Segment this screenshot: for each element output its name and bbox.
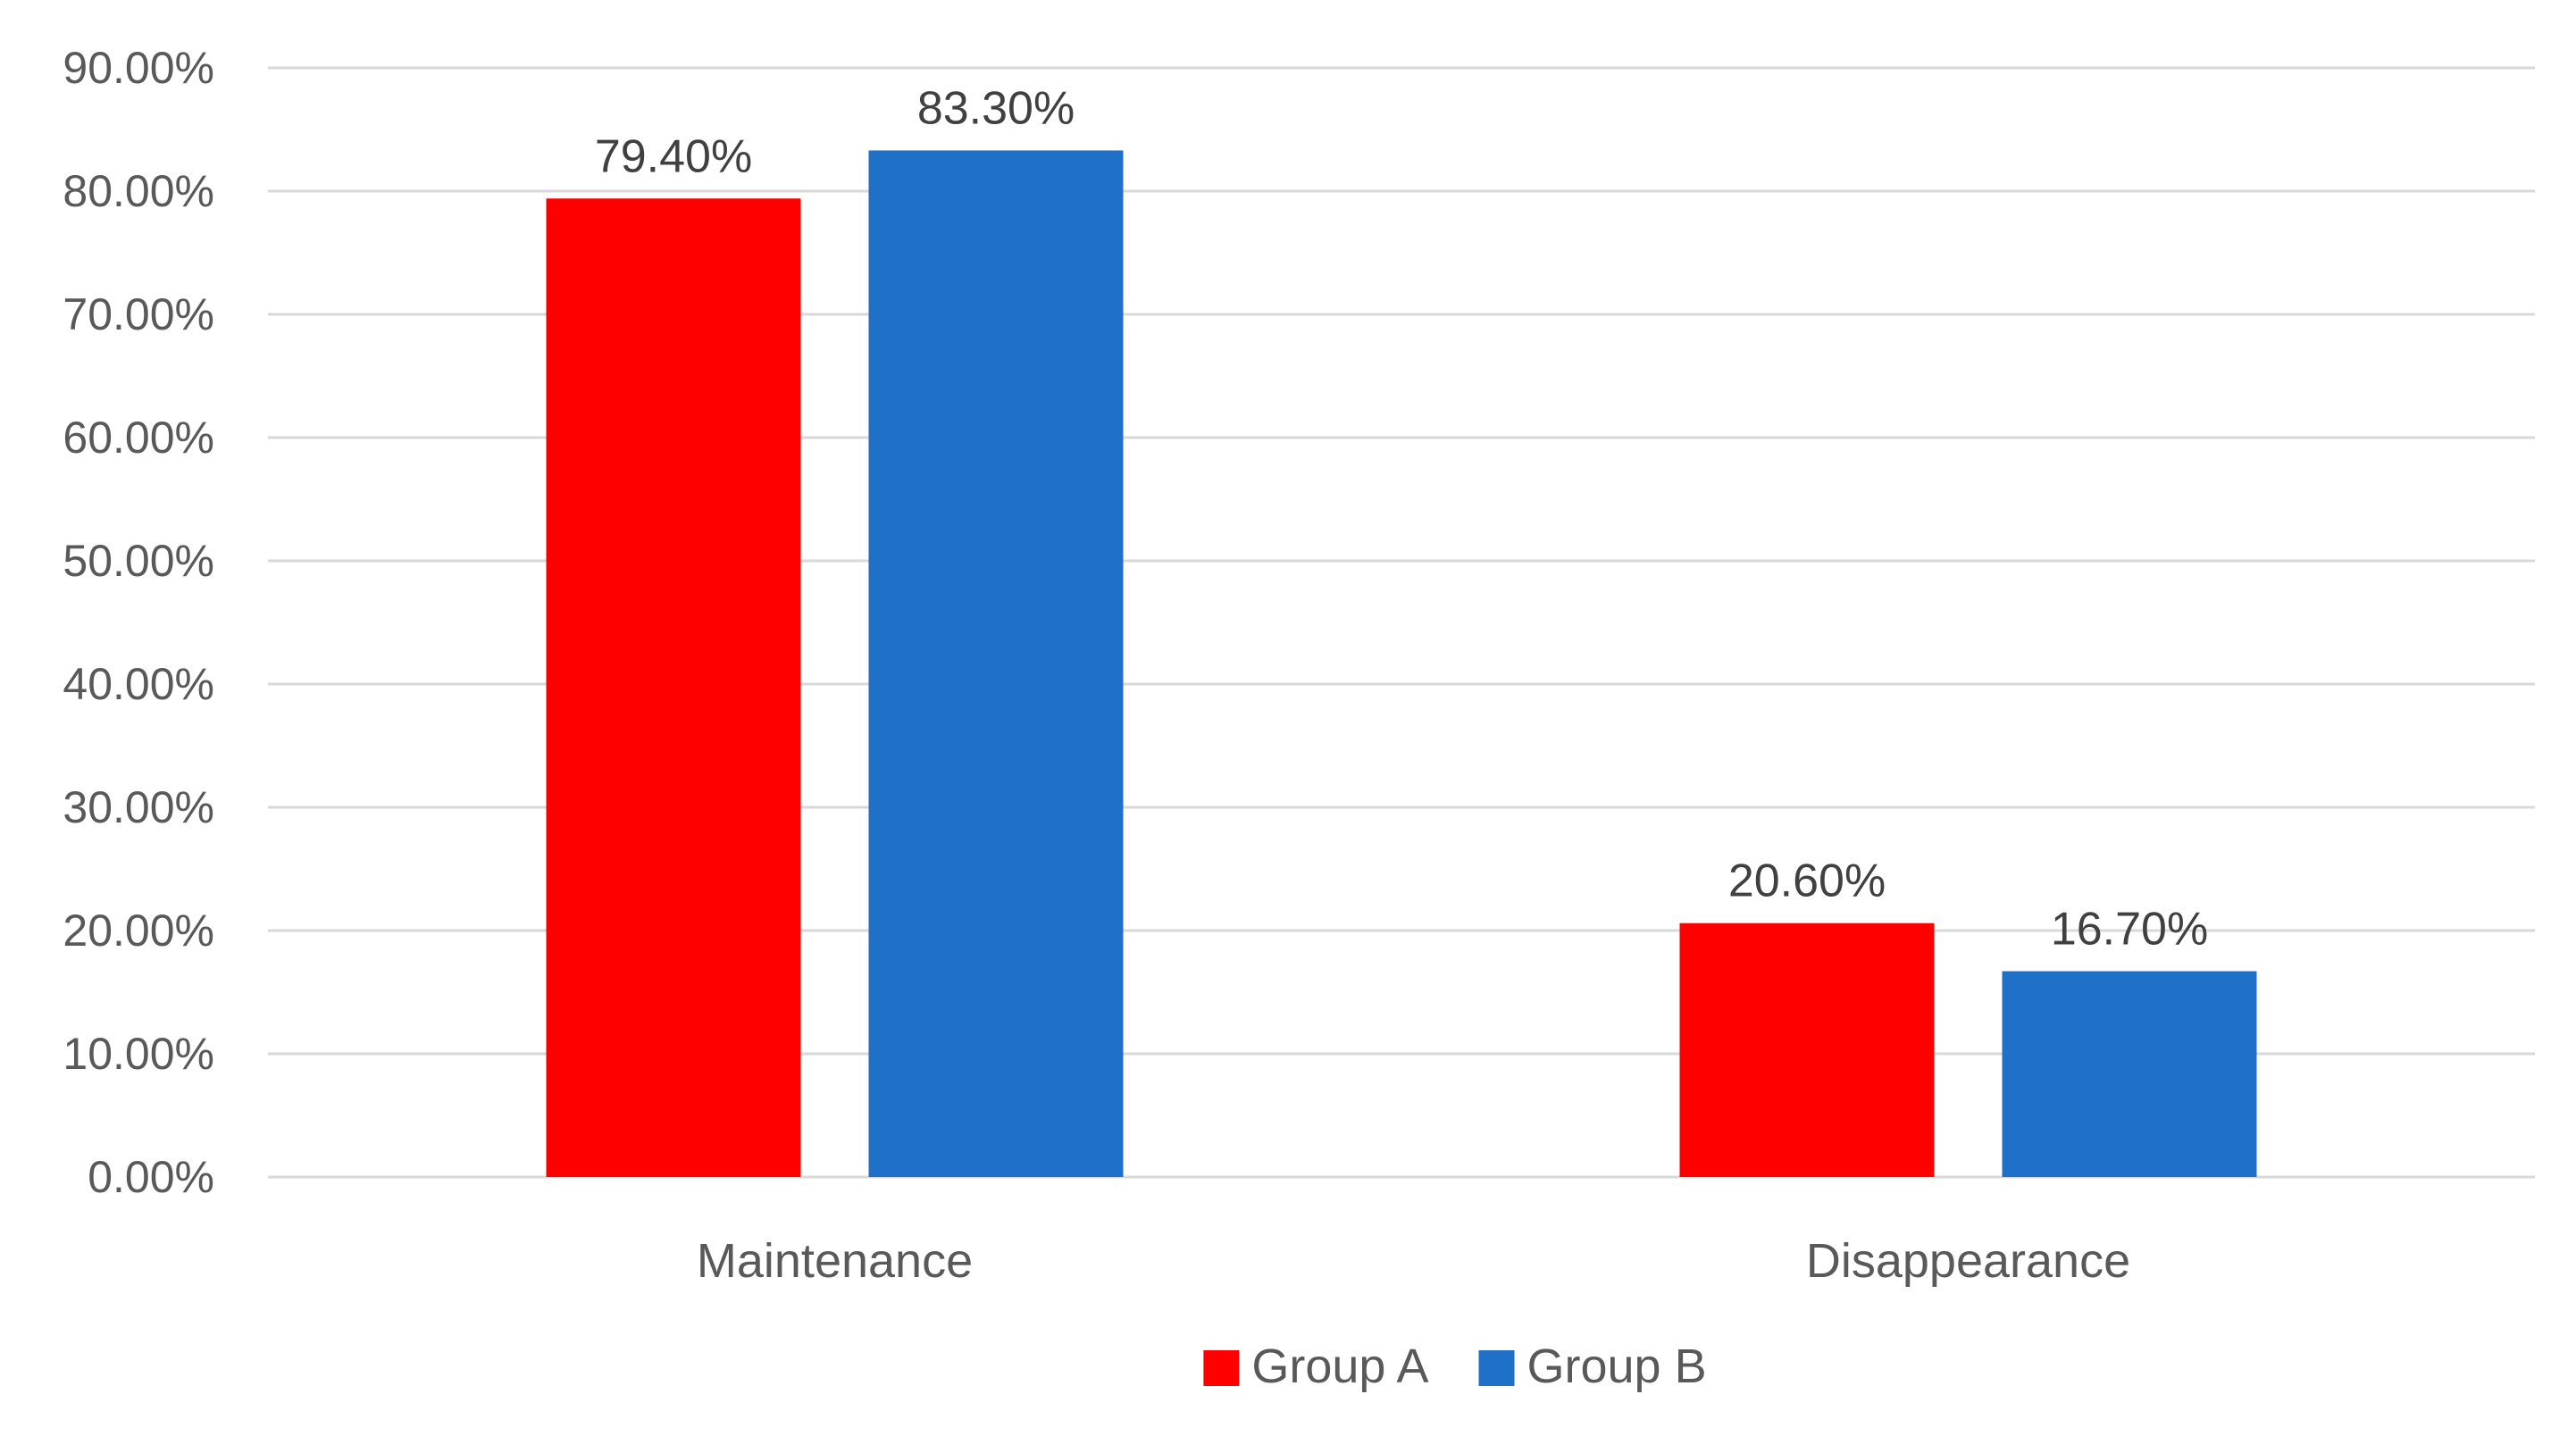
legend-label: Group A	[1251, 1340, 1428, 1393]
legend-swatch	[1203, 1350, 1240, 1386]
bar-group-a-disappearance	[1679, 923, 1935, 1177]
legend-item-group-a[interactable]: Group A	[1203, 1340, 1429, 1393]
bar-group-b-disappearance	[2002, 971, 2257, 1177]
legend-swatch	[1478, 1350, 1515, 1386]
y-axis-ticks: 0.00% 10.00% 20.00% 30.00% 40.00% 50.00% 60.00…	[63, 43, 214, 1202]
data-label: 79.40%	[595, 130, 752, 182]
y-tick-label: 90.00%	[63, 43, 214, 93]
x-category-label: Disappearance	[1806, 1234, 2130, 1288]
bars	[546, 150, 2257, 1178]
legend[interactable]: Group A Group B	[1203, 1340, 1707, 1393]
data-labels: 79.40% 83.30% 20.60% 16.70%	[595, 82, 2208, 955]
y-tick-label: 70.00%	[63, 289, 214, 339]
data-label: 83.30%	[917, 82, 1075, 134]
bar-group-a-maintenance	[546, 198, 801, 1177]
data-label: 16.70%	[2051, 904, 2208, 956]
y-tick-label: 80.00%	[63, 166, 214, 216]
x-axis-categories: Maintenance Disappearance	[697, 1234, 2130, 1288]
y-tick-label: 50.00%	[63, 536, 214, 586]
x-category-label: Maintenance	[697, 1234, 973, 1288]
y-tick-label: 40.00%	[63, 659, 214, 709]
data-label: 20.60%	[1728, 856, 1886, 907]
legend-label: Group B	[1527, 1340, 1707, 1393]
legend-item-group-b[interactable]: Group B	[1478, 1340, 1707, 1393]
y-tick-label: 0.00%	[88, 1152, 214, 1202]
y-tick-label: 10.00%	[63, 1029, 214, 1079]
y-tick-label: 30.00%	[63, 782, 214, 832]
bar-group-b-maintenance	[868, 150, 1124, 1178]
y-tick-label: 60.00%	[63, 413, 214, 463]
y-tick-label: 20.00%	[63, 906, 214, 956]
